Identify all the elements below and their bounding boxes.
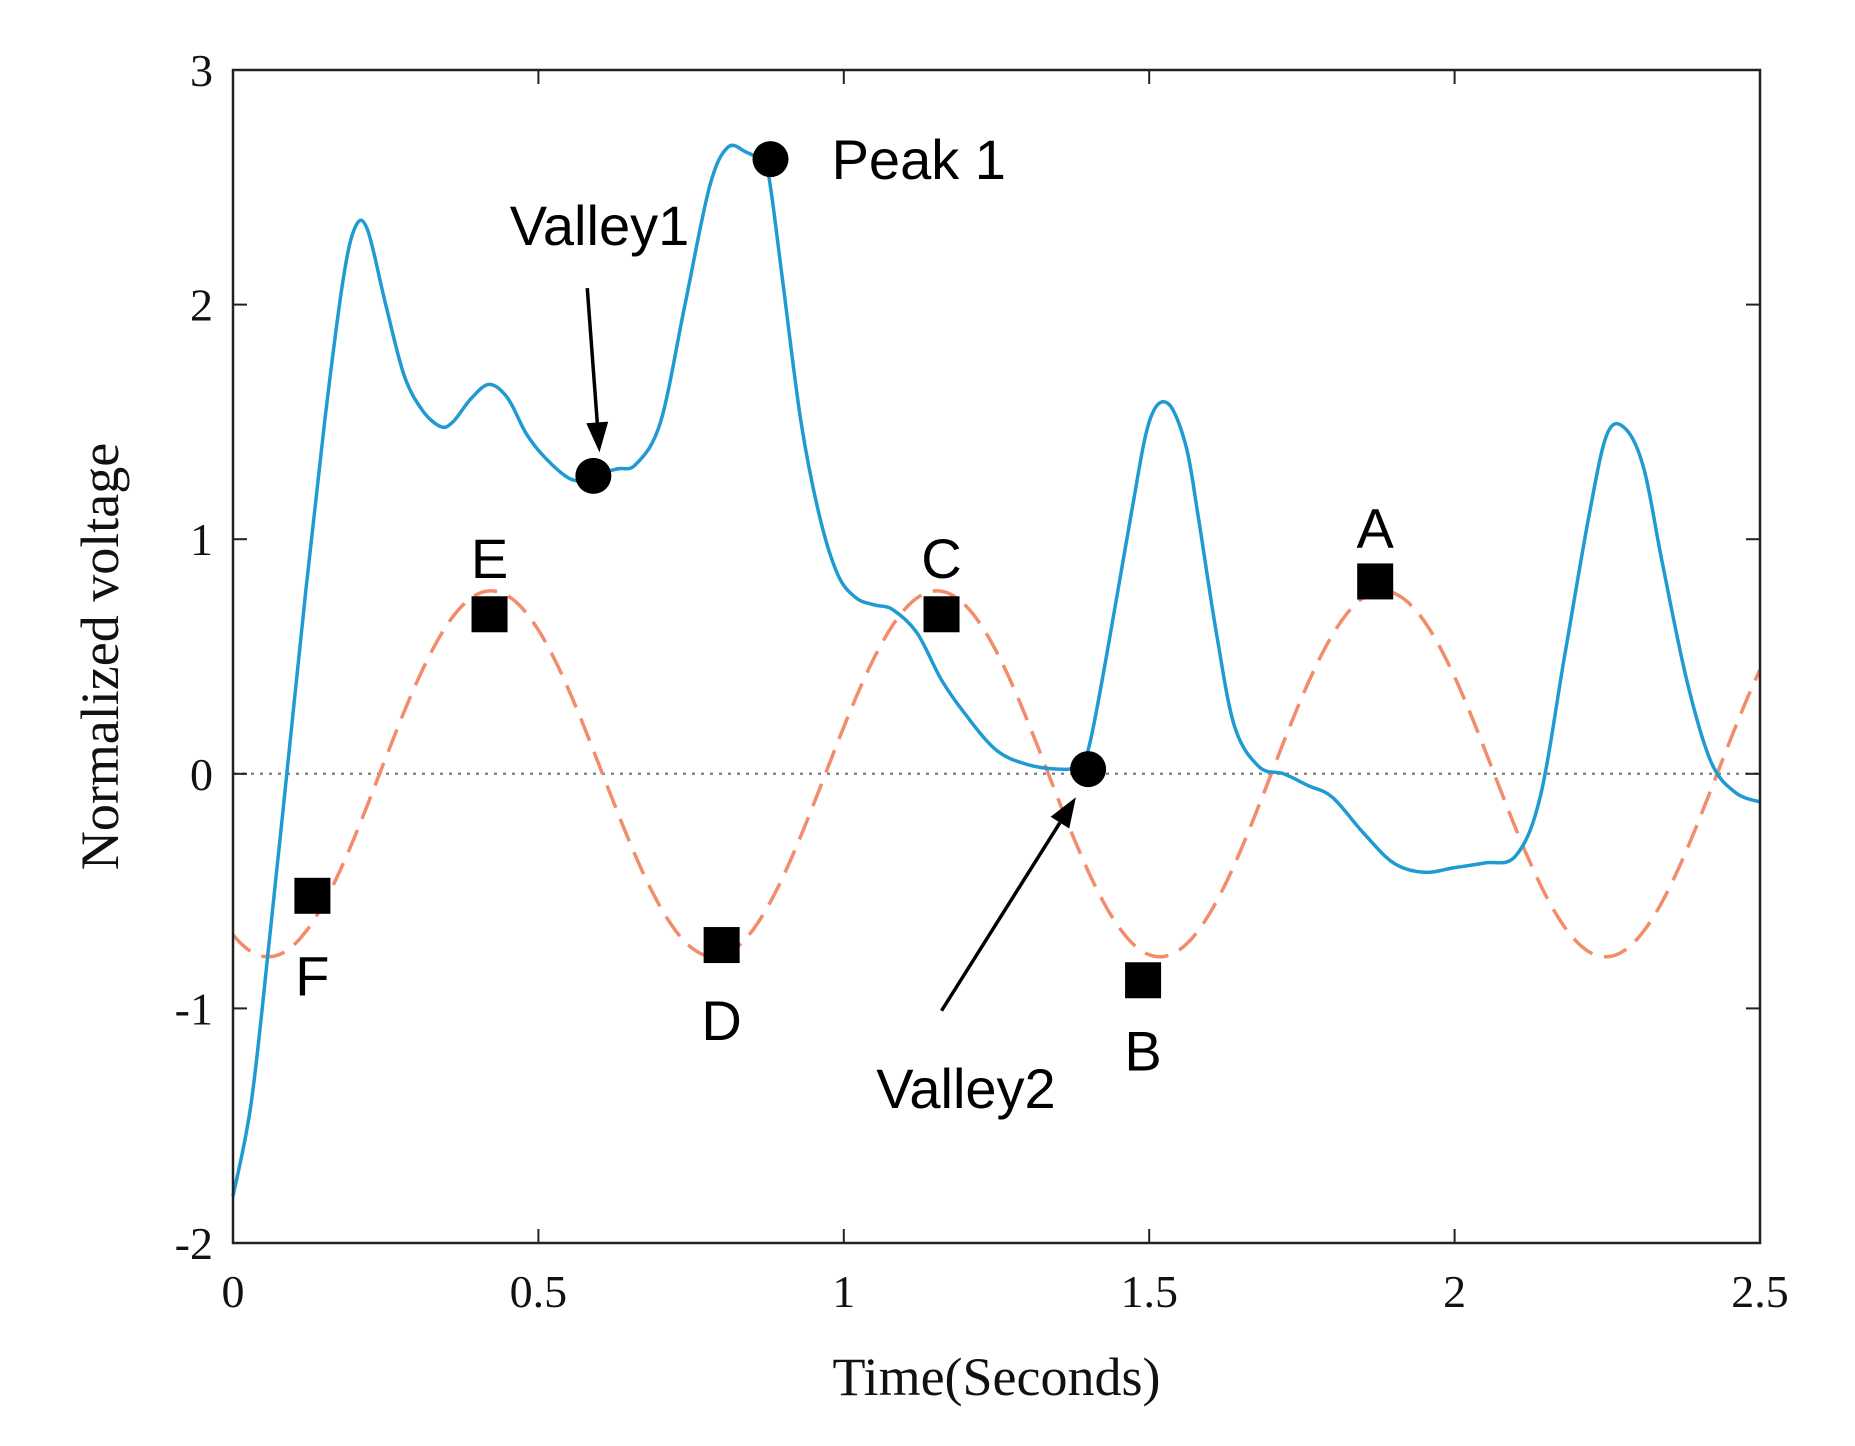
y-tick-label: -2 <box>175 1218 213 1269</box>
marker-peak-1 <box>752 141 789 178</box>
marker-valley1 <box>575 457 612 494</box>
marker-c <box>923 596 960 633</box>
y-tick-label: 3 <box>190 45 213 96</box>
x-axis-title: Time(Seconds) <box>832 1347 1160 1407</box>
arrow-valley1-shaft <box>585 288 599 423</box>
annotation-valley2: Valley2 <box>876 1057 1056 1120</box>
plot-frame <box>231 68 1762 1245</box>
data-markers <box>294 141 1394 999</box>
x-tick-label: 0 <box>222 1266 245 1317</box>
annotation-a: A <box>1357 496 1395 559</box>
series-layer <box>231 143 1762 1197</box>
annotation-labels: Peak 1 Valley1 Valley2 A B C D E F <box>295 128 1394 1120</box>
marker-valley2 <box>1070 751 1107 788</box>
x-tick-label: 1.5 <box>1120 1266 1178 1317</box>
marker-a <box>1357 563 1394 600</box>
arrow-valley2-head <box>1050 797 1076 829</box>
x-tick-label: 0.5 <box>510 1266 568 1317</box>
y-tick-label: 2 <box>190 280 213 331</box>
y-axis-title: Normalized voltage <box>70 443 130 870</box>
marker-f <box>294 877 331 914</box>
annotation-valley1: Valley1 <box>510 194 690 257</box>
x-tick-label: 2 <box>1443 1266 1466 1317</box>
arrow-valley1-head <box>586 421 609 453</box>
x-tick-label: 2.5 <box>1731 1266 1789 1317</box>
annotation-f: F <box>295 945 329 1008</box>
axis-ticks: 0 0.5 1 1.5 2 2.5 -2 -1 0 1 2 3 <box>175 45 1789 1317</box>
signal-series <box>231 143 1761 1197</box>
y-tick-label: -1 <box>175 983 213 1034</box>
arrow-valley2-shaft <box>940 821 1062 1012</box>
sinusoid-series <box>231 589 1762 959</box>
annotation-peak-1: Peak 1 <box>832 128 1006 191</box>
marker-b <box>1125 962 1162 999</box>
y-tick-label: 1 <box>190 514 213 565</box>
y-tick-label: 0 <box>190 749 213 800</box>
x-tick-label: 1 <box>832 1266 855 1317</box>
marker-d <box>703 927 740 964</box>
annotation-e: E <box>471 527 508 590</box>
annotation-b: B <box>1124 1020 1161 1083</box>
marker-e <box>471 596 508 633</box>
annotation-d: D <box>701 989 741 1052</box>
annotation-c: C <box>921 527 961 590</box>
annotation-arrows <box>585 288 1076 1012</box>
